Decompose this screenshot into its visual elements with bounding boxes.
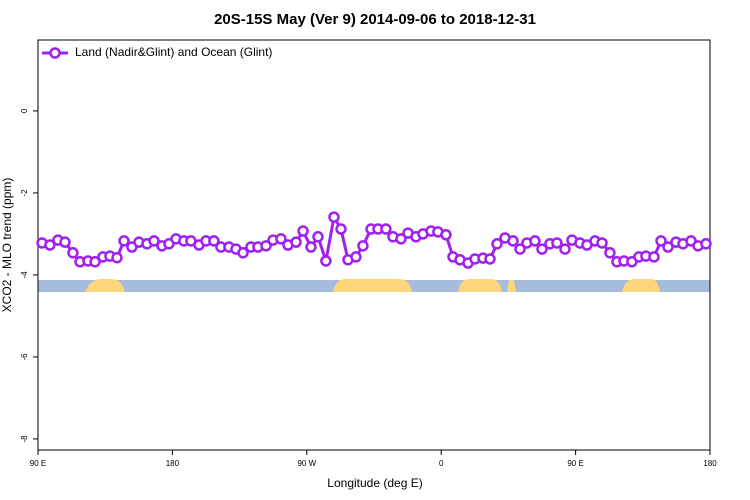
data-point bbox=[335, 223, 347, 235]
surface-band bbox=[38, 279, 710, 292]
data-point bbox=[655, 235, 667, 247]
data-point bbox=[118, 235, 130, 247]
data-point bbox=[551, 237, 563, 249]
data-point bbox=[395, 233, 407, 245]
legend-marker bbox=[49, 47, 61, 59]
data-point bbox=[89, 256, 101, 268]
x-tick-label: 180 bbox=[703, 459, 717, 468]
land-band bbox=[85, 279, 660, 292]
legend-label: Land (Nadir&Glint) and Ocean (Glint) bbox=[75, 45, 272, 59]
data-point bbox=[312, 231, 324, 243]
data-point bbox=[59, 236, 71, 248]
data-point bbox=[111, 251, 123, 264]
x-tick-label: 180 bbox=[166, 459, 180, 468]
data-point bbox=[380, 223, 392, 235]
data-point bbox=[662, 241, 674, 253]
data-point bbox=[440, 229, 452, 241]
data-point bbox=[559, 243, 571, 255]
data-point bbox=[290, 236, 302, 248]
y-tick-label: -6 bbox=[20, 353, 29, 361]
x-tick-label: 90 E bbox=[30, 459, 46, 468]
data-point bbox=[514, 243, 526, 255]
data-point bbox=[604, 247, 616, 259]
y-tick-label: -4 bbox=[20, 271, 29, 279]
y-tick-label: 0 bbox=[20, 108, 29, 113]
data-point bbox=[648, 251, 660, 263]
data-point bbox=[305, 241, 317, 253]
x-tick-label: 90 W bbox=[297, 459, 316, 468]
y-tick-label: -8 bbox=[20, 435, 29, 443]
y-axis-label: XCO2 - MLO trend (ppm) bbox=[0, 178, 14, 313]
x-tick-label: 0 bbox=[439, 459, 444, 468]
chart-title: 20S-15S May (Ver 9) 2014-09-06 to 2018-1… bbox=[214, 11, 536, 28]
data-point bbox=[320, 255, 332, 267]
x-axis-label: Longitude (deg E) bbox=[327, 476, 422, 490]
data-point bbox=[536, 243, 548, 255]
data-point bbox=[237, 247, 249, 259]
data-point bbox=[275, 233, 287, 245]
data-point bbox=[491, 238, 503, 250]
data-point bbox=[44, 239, 56, 251]
data-point bbox=[328, 211, 340, 223]
data-point bbox=[260, 240, 272, 252]
data-point bbox=[208, 235, 220, 247]
data-point bbox=[148, 235, 160, 247]
data-point bbox=[350, 251, 362, 263]
data-point bbox=[700, 238, 712, 250]
y-tick-label: -2 bbox=[20, 189, 29, 197]
data-point bbox=[357, 240, 369, 252]
x-tick-label: 90 E bbox=[567, 459, 583, 468]
data-point bbox=[507, 235, 519, 247]
data-point bbox=[297, 225, 309, 237]
data-point bbox=[484, 253, 496, 265]
data-point bbox=[67, 247, 79, 259]
data-point bbox=[596, 237, 608, 249]
data-point bbox=[529, 235, 541, 247]
